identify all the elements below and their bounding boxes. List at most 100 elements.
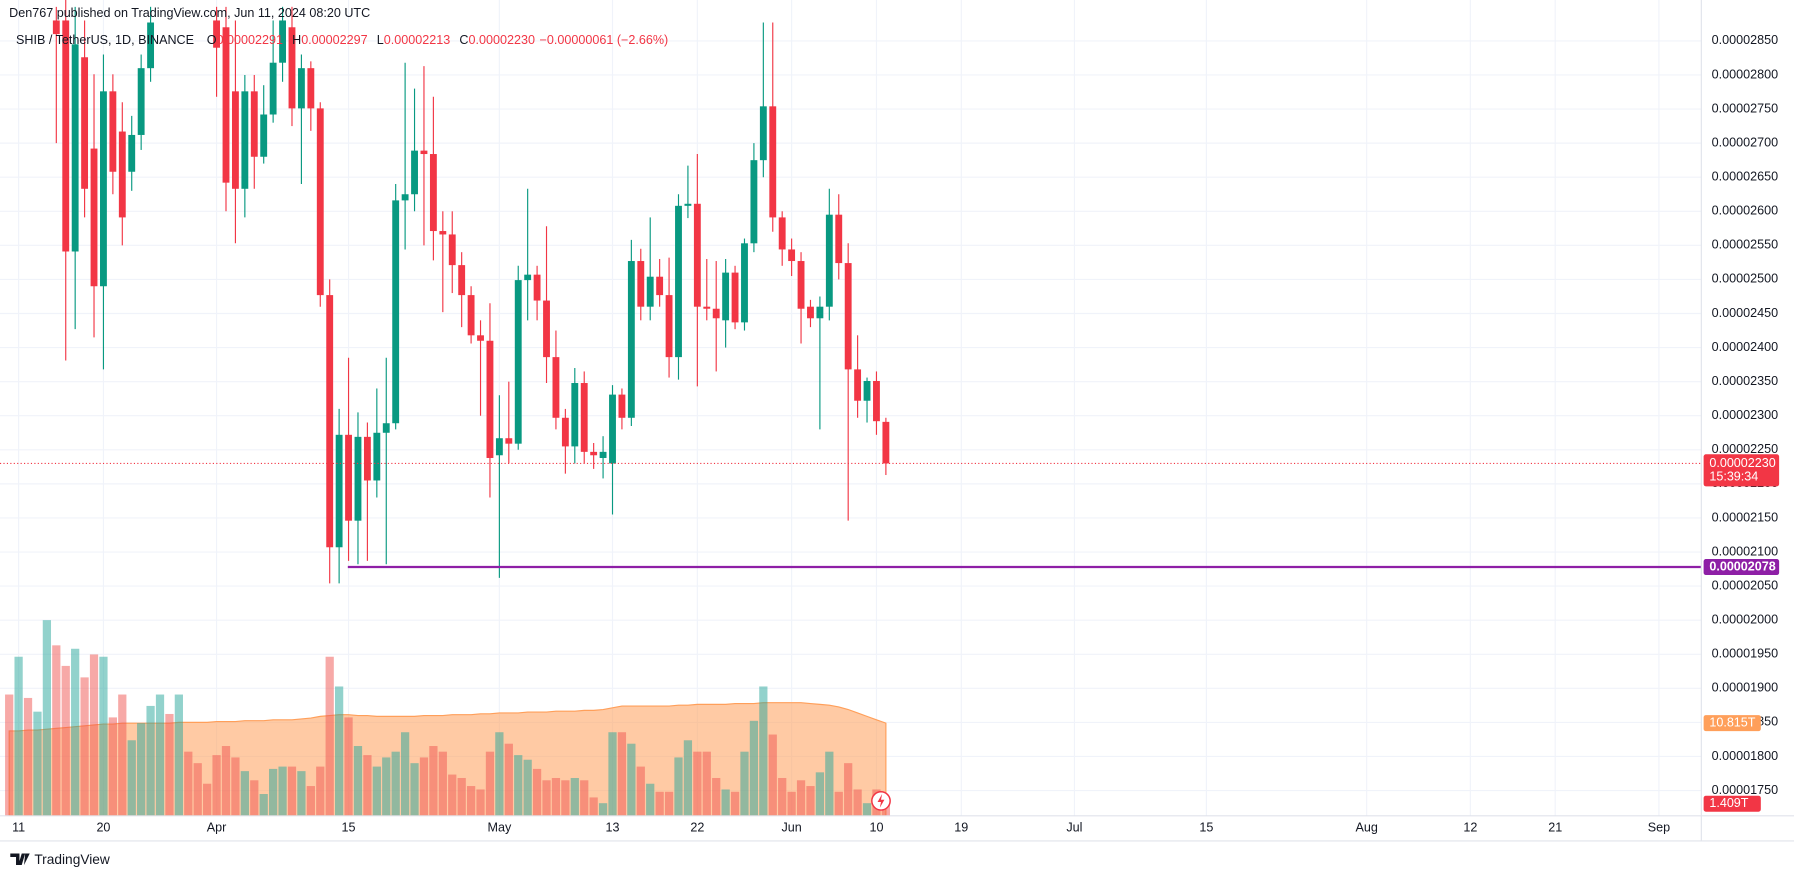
- x-tick-label: Aug: [1355, 821, 1377, 835]
- volume-bar: [363, 755, 372, 816]
- candle-body: [307, 68, 315, 109]
- y-tick-label: 0.00002700: [1712, 135, 1778, 149]
- y-tick-label: 0.00002150: [1712, 510, 1778, 524]
- candle-body: [81, 57, 89, 189]
- candle-body: [722, 272, 730, 321]
- volume-bar: [344, 717, 353, 816]
- candle-body: [137, 68, 145, 135]
- candle-body: [854, 369, 862, 401]
- support-tag: [1703, 559, 1780, 576]
- x-tick-label: 15: [342, 821, 356, 835]
- volume-bar: [844, 763, 853, 816]
- volume-bar: [702, 751, 711, 816]
- candle-body: [71, 44, 79, 252]
- y-tick-label: 0.00002100: [1712, 544, 1778, 558]
- volume-bar: [495, 732, 504, 816]
- y-tick-label: 0.00002500: [1712, 272, 1778, 286]
- x-tick-label: Jul: [1066, 821, 1082, 835]
- candle-body: [241, 91, 249, 189]
- volume-bar: [240, 771, 249, 816]
- volume-bar: [33, 711, 42, 816]
- volume-bar: [768, 734, 777, 816]
- candle-body: [618, 394, 626, 418]
- volume-bar: [448, 774, 457, 816]
- candle-body: [382, 423, 390, 433]
- volume-bar: [532, 768, 542, 816]
- axes: 0.00002850 0.00002800 0.00002750 0.00002700…: [12, 33, 1780, 835]
- volume-bar: [23, 697, 33, 816]
- volume-bar: [523, 759, 532, 816]
- candle-body: [260, 114, 268, 157]
- x-tick-label: 13: [606, 821, 620, 835]
- volume-bar: [608, 732, 617, 816]
- candle-body: [741, 243, 748, 323]
- y-tick-label: 0.00002600: [1712, 204, 1778, 218]
- volume-bar: [721, 789, 730, 816]
- x-tick-label: May: [487, 821, 511, 835]
- volume-bar: [476, 789, 485, 816]
- candle-body: [354, 436, 362, 521]
- volume-bar: [627, 743, 636, 816]
- volume-bar: [316, 766, 325, 816]
- candle-body: [788, 249, 796, 262]
- volume-bar: [438, 751, 447, 816]
- candle-body: [543, 300, 550, 358]
- candle-body: [269, 62, 277, 115]
- volume-tag-label: 1.409T: [1709, 796, 1748, 810]
- x-tick-label: 11: [12, 821, 25, 835]
- candle-body: [656, 276, 664, 296]
- volume-bar: [683, 740, 693, 816]
- candle-body: [345, 434, 352, 521]
- candle-body: [222, 27, 230, 183]
- x-tick-label: 22: [690, 821, 704, 835]
- volume-bar: [52, 645, 61, 816]
- candle-body: [429, 154, 437, 232]
- countdown-label: 15:39:34: [1709, 469, 1758, 483]
- volume-bar: [570, 777, 579, 816]
- volume-bar: [561, 780, 570, 816]
- legend-value: 0.00002291: [216, 34, 282, 48]
- legend-value: 0.00002230: [469, 34, 535, 48]
- legend-symbol: SHIB / TetherUS, 1D, BINANCE: [16, 34, 194, 48]
- candle-body: [439, 231, 447, 235]
- candle-body: [326, 295, 334, 548]
- candle-body: [288, 27, 296, 109]
- volume-bar: [664, 791, 674, 816]
- volume-ma-tag: [1703, 715, 1761, 732]
- candle-body: [684, 203, 692, 206]
- volume-bar: [221, 746, 231, 816]
- volume-bar: [749, 720, 759, 816]
- y-tick-label: 0.00002000: [1712, 613, 1778, 627]
- volume-bar: [853, 789, 862, 816]
- candle-body: [844, 263, 852, 370]
- candle-body: [825, 214, 833, 307]
- candle-body: [873, 380, 880, 422]
- volume-bar: [5, 694, 14, 816]
- candle-body: [458, 265, 466, 296]
- volume-bar: [825, 751, 834, 816]
- candle-body: [552, 357, 560, 418]
- candle-body: [816, 306, 824, 319]
- candle-body: [100, 91, 107, 287]
- alert-bolt: [877, 794, 885, 808]
- candle-body: [486, 340, 494, 458]
- volume-bar: [881, 803, 891, 816]
- volume-bar: [231, 757, 240, 816]
- candle-body: [118, 131, 126, 218]
- volume-bar: [372, 766, 381, 816]
- volume-bar: [127, 740, 136, 816]
- y-tick-label: 0.00001900: [1712, 681, 1778, 695]
- volume-bar: [429, 746, 438, 816]
- x-tick-label: 19: [954, 821, 968, 835]
- candle-body: [297, 68, 305, 109]
- candle-body: [693, 203, 701, 307]
- candle-body: [524, 274, 532, 281]
- alert-icon: [871, 791, 891, 811]
- y-tick-label: 0.00002650: [1712, 170, 1778, 184]
- volume-bar: [278, 766, 287, 816]
- candle-body: [279, 20, 286, 63]
- volume-tag: [1703, 795, 1761, 812]
- candle-body: [835, 214, 843, 264]
- volume-bar: [655, 791, 664, 816]
- y-tick-label: 0.00002300: [1712, 408, 1778, 422]
